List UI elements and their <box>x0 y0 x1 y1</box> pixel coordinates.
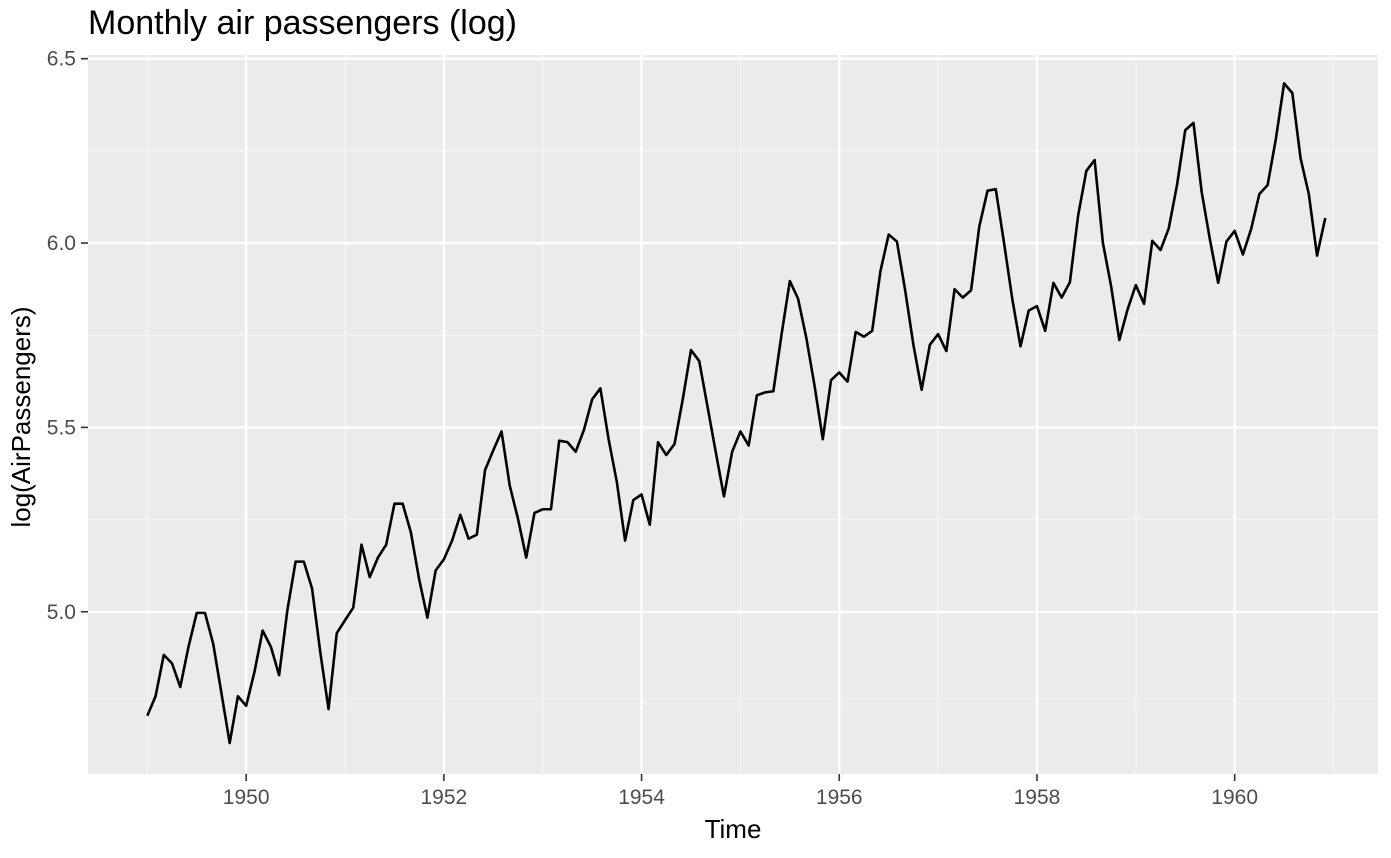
x-tick-label: 1954 <box>618 786 665 809</box>
x-axis: 1950 1952 1954 1956 1958 1960 <box>223 774 1258 809</box>
series-line <box>146 82 1327 745</box>
x-tick-label: 1950 <box>223 786 270 809</box>
y-axis: 5.0 5.5 6.0 6.5 <box>47 48 88 624</box>
y-tick-label: 5.5 <box>47 416 76 439</box>
x-tick-label: 1958 <box>1014 786 1061 809</box>
y-tick-label: 6.0 <box>47 232 76 255</box>
y-axis-label: log(AirPassengers) <box>6 306 36 527</box>
x-tick-label: 1960 <box>1211 786 1258 809</box>
chart-title: Monthly air passengers (log) <box>88 4 517 42</box>
x-tick-label: 1956 <box>816 786 863 809</box>
y-tick-label: 6.5 <box>47 48 76 71</box>
x-tick-label: 1952 <box>421 786 468 809</box>
minor-gridlines <box>88 55 1378 774</box>
x-axis-label: Time <box>705 814 762 844</box>
y-tick-label: 5.0 <box>47 601 76 624</box>
plot-panel <box>88 55 1378 774</box>
